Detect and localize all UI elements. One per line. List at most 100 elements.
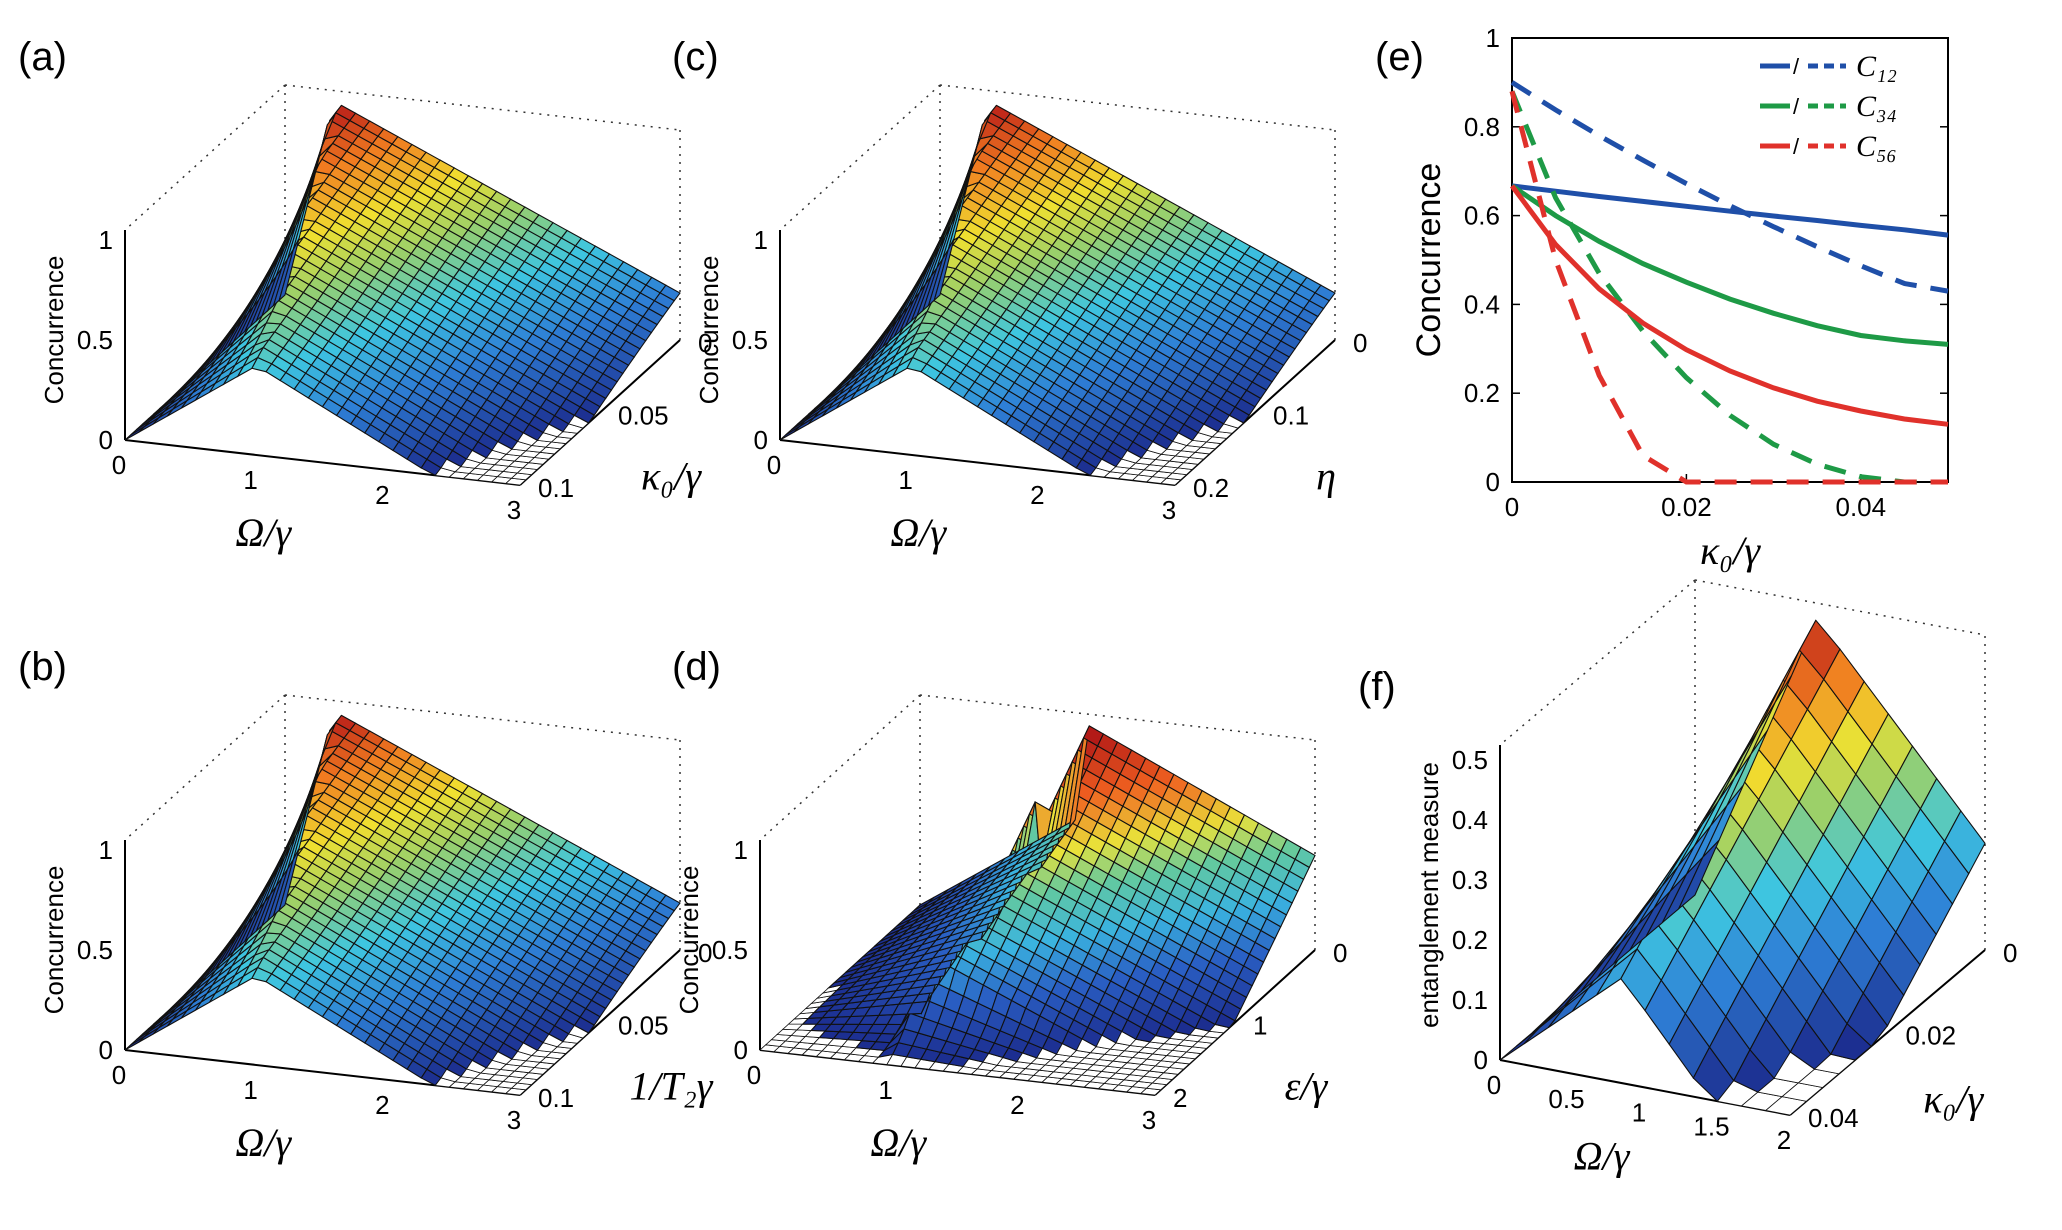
y-tick-label: 0.2 — [1464, 378, 1500, 408]
legend-entry: C₁₂ — [1856, 50, 1897, 83]
y-tick-label: 0 — [1353, 328, 1367, 358]
x-tick-label: 1 — [898, 465, 912, 495]
surface-mesh-c — [779, 104, 1336, 486]
y-tick-label: 0.04 — [1808, 1103, 1859, 1133]
series-line-5 — [1509, 90, 1948, 485]
x-tick-label: 3 — [1162, 495, 1176, 525]
x-tick-label: 0 — [747, 1060, 761, 1090]
z-tick-label: 0 — [99, 1035, 113, 1065]
surface-panel-f: (f) 0 0.1 0.2 0.3 0.4 0.5 entanglement measure 0… — [1358, 579, 2017, 1178]
y-tick-label: 0.05 — [618, 401, 669, 431]
x-axis-label: Ω/γ — [870, 1120, 927, 1165]
y-tick-label: 0.1 — [538, 473, 574, 503]
line-chart-e: (e) 0 0.2 0.4 0.6 0.8 1 0 0.02 0.04 Concurrence κ₀/… — [1375, 23, 1949, 573]
legend-separator: / — [1793, 94, 1800, 119]
z-tick-label: 1 — [754, 225, 768, 255]
surface-mesh-d — [759, 725, 1316, 1096]
series-line-1 — [1510, 80, 1949, 294]
y-tick-label: 0.2 — [1193, 473, 1229, 503]
y-tick-label: 2 — [1173, 1083, 1187, 1113]
z-axis-label: Concurrence — [39, 256, 69, 405]
surface-mesh-b — [124, 714, 681, 1096]
panel-label-c: (c) — [672, 35, 719, 79]
y-tick-label: 0.1 — [538, 1083, 574, 1113]
z-tick-label: 0 — [1474, 1045, 1488, 1075]
y-tick-label: 1 — [1253, 1011, 1267, 1041]
legend: / C₁₂ / C₃₄ / C₅₆ — [1760, 50, 1897, 163]
y-tick-label: 0.6 — [1464, 201, 1500, 231]
x-axis-label: Ω/γ — [890, 510, 947, 555]
y-axis-label: ε/γ — [1285, 1063, 1329, 1108]
y-tick-label: 0 — [1333, 938, 1347, 968]
panel-label-e: (e) — [1375, 35, 1424, 79]
y-axis-label: Concurrence — [1410, 163, 1448, 358]
z-tick-label: 0.5 — [1452, 745, 1488, 775]
y-tick-label: 0 — [2003, 938, 2017, 968]
x-tick-label: 2 — [1777, 1125, 1791, 1155]
x-tick-label: 0.02 — [1661, 492, 1712, 522]
y-tick-label: 1 — [1486, 23, 1500, 53]
y-tick-label: 0.02 — [1906, 1021, 1957, 1051]
panel-label-a: (a) — [18, 35, 67, 79]
y-tick-label: 0.05 — [618, 1011, 669, 1041]
x-axis-label: Ω/γ — [1574, 1133, 1631, 1178]
z-tick-label: 0.5 — [77, 325, 113, 355]
x-tick-label: 1 — [1632, 1098, 1646, 1128]
y-tick-label: 0 — [698, 938, 712, 968]
z-tick-label: 0.5 — [712, 935, 748, 965]
x-tick-label: 1 — [243, 1075, 257, 1105]
x-tick-label: 0 — [112, 1060, 126, 1090]
panel-label-d: (d) — [672, 645, 721, 689]
series-line-3 — [1509, 90, 1948, 485]
z-tick-label: 0.3 — [1452, 865, 1488, 895]
z-tick-label: 0.5 — [77, 935, 113, 965]
x-tick-label: 1 — [243, 465, 257, 495]
x-tick-label: 2 — [1030, 480, 1044, 510]
surface-mesh-f — [1499, 619, 1986, 1116]
z-axis-label: Concurrence — [694, 256, 724, 405]
z-tick-label: 1 — [99, 835, 113, 865]
z-tick-label: 0.5 — [732, 325, 768, 355]
surface-mesh-a — [124, 104, 681, 486]
x-tick-label: 0.5 — [1548, 1084, 1584, 1114]
z-tick-label: 0 — [734, 1035, 748, 1065]
series-line-2 — [1510, 183, 1949, 347]
z-tick-label: 0.1 — [1452, 985, 1488, 1015]
x-tick-label: 0.04 — [1835, 492, 1886, 522]
panel-label-b: (b) — [18, 645, 67, 689]
x-tick-label: 2 — [375, 1090, 389, 1120]
y-tick-label: 0.1 — [1273, 401, 1309, 431]
y-axis-label: κ₀/γ — [641, 453, 702, 498]
y-tick-label: 0.4 — [1464, 289, 1500, 319]
legend-entry: C₅₆ — [1856, 130, 1897, 163]
legend-separator: / — [1793, 134, 1800, 159]
z-tick-label: 1 — [99, 225, 113, 255]
x-tick-label: 3 — [507, 1105, 521, 1135]
z-tick-label: 0.4 — [1452, 805, 1488, 835]
y-tick-label: 0 — [1486, 467, 1500, 497]
panel-label-f: (f) — [1358, 665, 1396, 709]
x-axis-label: κ₀/γ — [1700, 528, 1761, 573]
x-tick-label: 2 — [1010, 1090, 1024, 1120]
x-tick-label: 0 — [1487, 1070, 1501, 1100]
y-tick-label: 0.8 — [1464, 112, 1500, 142]
x-tick-label: 1.5 — [1693, 1111, 1729, 1141]
y-axis-label: κ₀/γ — [1923, 1076, 1984, 1121]
x-axis-label: Ω/γ — [235, 1120, 292, 1165]
series-line-4 — [1509, 184, 1949, 427]
y-tick-label: 0 — [698, 328, 712, 358]
x-tick-label: 3 — [507, 495, 521, 525]
surface-panel-a: (a) 0 0.5 1 Concurrence 0 1 2 3 Ω/γ 0 0.05 0.1 κ₀/γ — [18, 35, 712, 555]
x-axis-label: Ω/γ — [235, 510, 292, 555]
x-tick-label: 0 — [112, 450, 126, 480]
z-tick-label: 1 — [734, 835, 748, 865]
series-line-0 — [1511, 183, 1949, 238]
z-tick-label: 0 — [99, 425, 113, 455]
y-axis-label: 1/T₂γ — [629, 1063, 713, 1108]
x-tick-label: 3 — [1142, 1105, 1156, 1135]
x-tick-label: 2 — [375, 480, 389, 510]
